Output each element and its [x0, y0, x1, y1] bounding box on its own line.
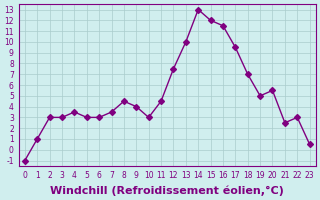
X-axis label: Windchill (Refroidissement éolien,°C): Windchill (Refroidissement éolien,°C): [50, 185, 284, 196]
